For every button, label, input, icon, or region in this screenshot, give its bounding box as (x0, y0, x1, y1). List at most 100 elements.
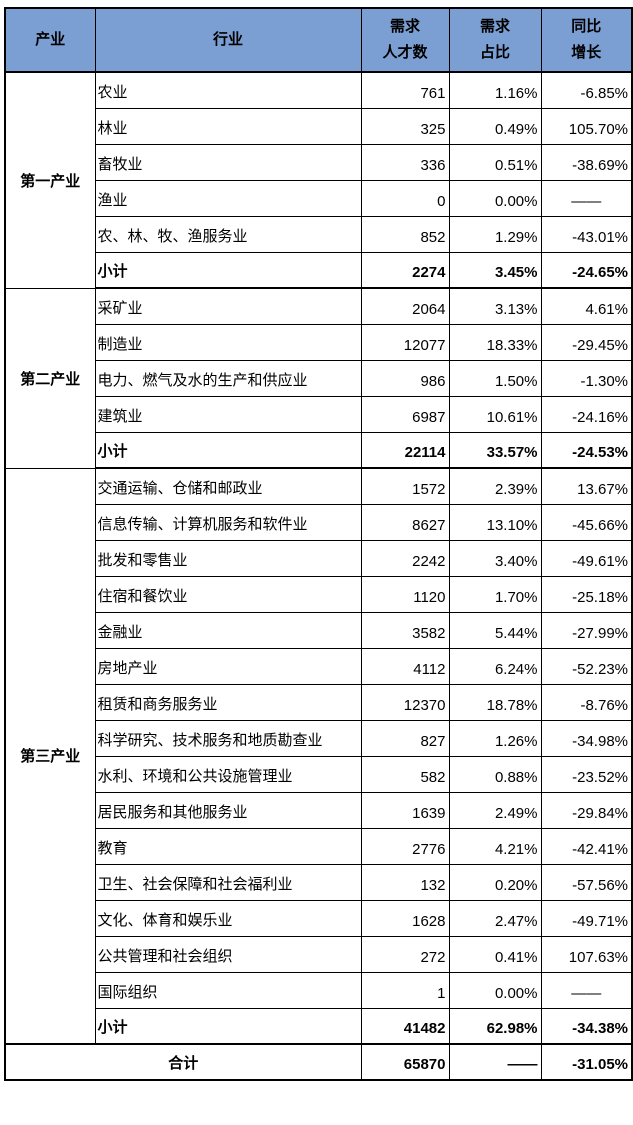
growth-cell: -24.53% (540, 431, 633, 469)
table-row: 第二产业 采矿业 2064 3.13% 4.61% (4, 287, 633, 469)
share-cell: 18.33% (448, 323, 542, 361)
sector-cell: 住宿和餐饮业 (94, 575, 362, 613)
growth-cell: -1.30% (540, 359, 633, 397)
table-row: 教育 2776 4.21% -42.41% (5, 827, 633, 865)
demand-cell: 4112 (360, 647, 450, 685)
table-row: 建筑业 6987 10.61% -24.16% (5, 395, 633, 433)
demand-cell: 325 (360, 107, 450, 145)
table-row: 批发和零售业 2242 3.40% -49.61% (5, 539, 633, 577)
demand-cell: 6987 (360, 395, 450, 433)
share-cell: 0.49% (448, 107, 542, 145)
sector-cell: 公共管理和社会组织 (94, 935, 362, 973)
growth-cell: -27.99% (540, 611, 633, 649)
demand-cell: 132 (360, 863, 450, 901)
growth-cell: -8.76% (540, 683, 633, 721)
sector-cell: 制造业 (94, 323, 362, 361)
demand-cell: 336 (360, 143, 450, 181)
demand-cell: 12077 (360, 323, 450, 361)
table-row: 金融业 3582 5.44% -27.99% (5, 611, 633, 649)
demand-cell: 852 (360, 215, 450, 253)
growth-cell: -49.61% (540, 539, 633, 577)
demand-cell: 2776 (360, 827, 450, 865)
demand-cell: 1572 (360, 467, 450, 505)
sector-cell: 水利、环境和公共设施管理业 (94, 755, 362, 793)
col-header-demand: 需求 人才数 (360, 7, 450, 73)
demand-cell: 3582 (360, 611, 450, 649)
demand-cell: 12370 (360, 683, 450, 721)
sector-cell: 渔业 (94, 179, 362, 217)
growth-cell: 105.70% (540, 107, 633, 145)
demand-cell: 1120 (360, 575, 450, 613)
growth-cell: -29.84% (540, 791, 633, 829)
share-cell: 1.16% (448, 71, 542, 109)
demand-cell: 2064 (360, 287, 450, 325)
growth-cell: -52.23% (540, 647, 633, 685)
table-row: 电力、燃气及水的生产和供应业 986 1.50% -1.30% (5, 359, 633, 397)
table-row: 畜牧业 336 0.51% -38.69% (5, 143, 633, 181)
sector-cell: 畜牧业 (94, 143, 362, 181)
sector-cell: 批发和零售业 (94, 539, 362, 577)
sector-cell: 小计 (94, 1007, 362, 1045)
share-cell: 1.26% (448, 719, 542, 757)
sector-cell: 租赁和商务服务业 (94, 683, 362, 721)
share-cell: 62.98% (448, 1007, 542, 1045)
share-cell: 2.39% (448, 467, 542, 505)
sector-cell: 小计 (94, 431, 362, 469)
growth-cell: -29.45% (540, 323, 633, 361)
subtotal-row: 小计 22114 33.57% -24.53% (5, 431, 633, 469)
growth-cell: -25.18% (540, 575, 633, 613)
demand-cell: 2242 (360, 539, 450, 577)
demand-cell: 761 (360, 71, 450, 109)
table-row: 租赁和商务服务业 12370 18.78% -8.76% (5, 683, 633, 721)
growth-cell: -38.69% (540, 143, 633, 181)
table-body: 第一产业 农业 761 1.16% -6.85% 林业 325 0.49% 105.70% 畜牧业… (4, 71, 633, 1045)
share-cell: 2.47% (448, 899, 542, 937)
sector-cell: 金融业 (94, 611, 362, 649)
share-cell: 1.70% (448, 575, 542, 613)
growth-cell: —— (540, 971, 633, 1009)
industry-talent-demand-table: 产业 行业 需求 人才数 需求 占比 同比 增长 第一产业 农业 761 1.16% -… (4, 7, 633, 1081)
sector-cell: 电力、燃气及水的生产和供应业 (94, 359, 362, 397)
share-cell: 13.10% (448, 503, 542, 541)
header-row: 产业 行业 需求 人才数 需求 占比 同比 增长 (4, 7, 633, 73)
growth-cell: —— (540, 179, 633, 217)
sector-cell: 采矿业 (94, 287, 362, 325)
sector-cell: 建筑业 (94, 395, 362, 433)
growth-cell: -34.38% (540, 1007, 633, 1045)
growth-cell: -34.98% (540, 719, 633, 757)
share-cell: 3.45% (448, 251, 542, 289)
sector-cell: 卫生、社会保障和社会福利业 (94, 863, 362, 901)
table-row: 科学研究、技术服务和地质勘查业 827 1.26% -34.98% (5, 719, 633, 757)
growth-cell: 13.67% (540, 467, 633, 505)
growth-cell: -43.01% (540, 215, 633, 253)
demand-cell: 827 (360, 719, 450, 757)
table-row: 信息传输、计算机服务和软件业 8627 13.10% -45.66% (5, 503, 633, 541)
growth-cell: -6.85% (540, 71, 633, 109)
demand-cell: 1639 (360, 791, 450, 829)
industry-group-cell: 第二产业 (4, 287, 96, 469)
share-cell: 1.29% (448, 215, 542, 253)
sector-cell: 房地产业 (94, 647, 362, 685)
demand-cell: 986 (360, 359, 450, 397)
growth-cell: -24.65% (540, 251, 633, 289)
share-cell: 1.50% (448, 359, 542, 397)
sector-cell: 科学研究、技术服务和地质勘查业 (94, 719, 362, 757)
share-cell: 0.00% (448, 971, 542, 1009)
share-cell: 0.20% (448, 863, 542, 901)
col-header-sector: 行业 (94, 7, 362, 73)
share-cell: 3.40% (448, 539, 542, 577)
demand-cell: 1628 (360, 899, 450, 937)
table-row: 国际组织 1 0.00% —— (5, 971, 633, 1009)
share-cell: 0.51% (448, 143, 542, 181)
demand-cell: 8627 (360, 503, 450, 541)
total-row: 合计 65870 —— -31.05% (4, 1043, 633, 1081)
share-cell: 3.13% (448, 287, 542, 325)
growth-cell: -23.52% (540, 755, 633, 793)
share-cell: 2.49% (448, 791, 542, 829)
share-cell: 33.57% (448, 431, 542, 469)
growth-cell: -45.66% (540, 503, 633, 541)
growth-cell: -57.56% (540, 863, 633, 901)
subtotal-row: 小计 41482 62.98% -34.38% (5, 1007, 633, 1045)
total-demand-cell: 65870 (360, 1043, 450, 1081)
sector-cell: 农、林、牧、渔服务业 (94, 215, 362, 253)
